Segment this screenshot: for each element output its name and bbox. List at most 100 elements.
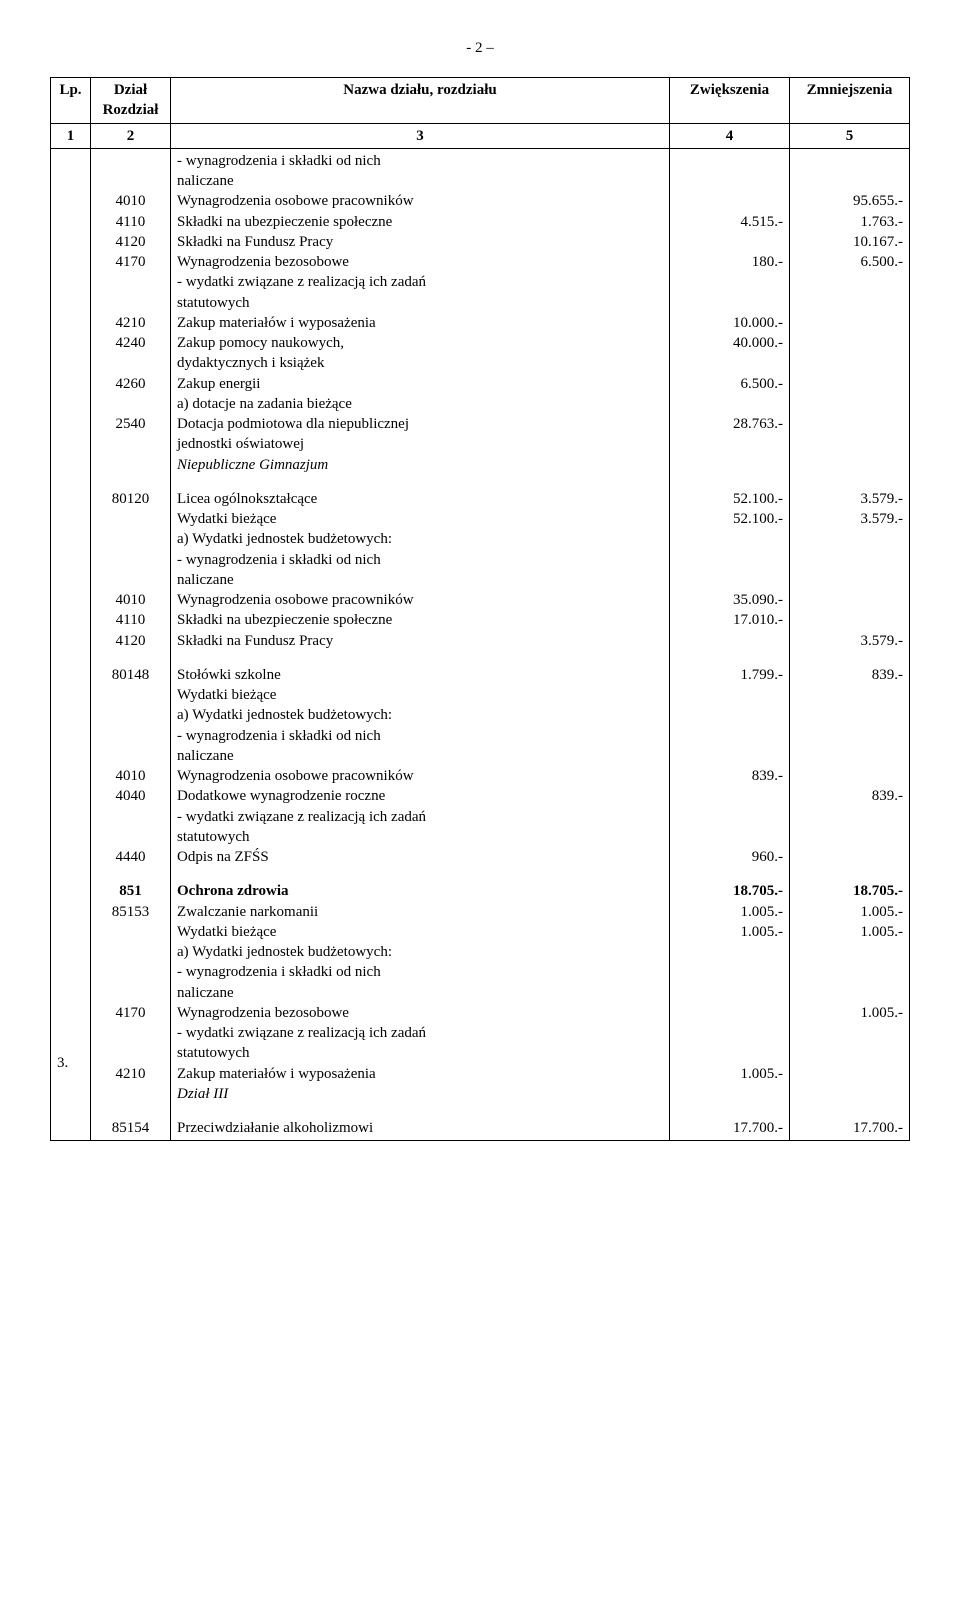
amount: 839.-	[796, 665, 903, 685]
name-line: - wynagrodzenia i składki od nich	[177, 962, 663, 982]
amount: 17.700.-	[796, 1118, 903, 1138]
hdr-dzial-l2: Rozdział	[103, 102, 159, 118]
code: 80148	[97, 665, 164, 685]
name-line: Dotacja podmiotowa dla niepublicznej	[177, 414, 663, 434]
code: 85153	[97, 902, 164, 922]
name-line: Składki na ubezpieczenie społeczne	[177, 212, 663, 232]
code: 4010	[97, 766, 164, 786]
name-line: Składki na ubezpieczenie społeczne	[177, 610, 663, 630]
section-name: Przeciwdziałanie alkoholizmowi	[177, 1118, 663, 1138]
amount: 17.010.-	[676, 610, 783, 630]
name-line: Odpis na ZFŚS	[177, 847, 663, 867]
name-line: Wynagrodzenia osobowe pracowników	[177, 766, 663, 786]
amount: 839.-	[796, 786, 903, 806]
amount: 1.763.-	[796, 212, 903, 232]
name-line: - wynagrodzenia i składki od nich	[177, 151, 663, 171]
amount: 1.005.-	[676, 902, 783, 922]
amount: 52.100.-	[676, 489, 783, 509]
amount: 6.500.-	[676, 374, 783, 394]
amount: 4.515.-	[676, 212, 783, 232]
hdr-nazwa: Nazwa działu, rozdziału	[171, 78, 670, 124]
name-line: Wydatki bieżące	[177, 509, 663, 529]
amount: 35.090.-	[676, 590, 783, 610]
cell-zmniej: 95.655.- 1.763.- 10.167.- 6.500.- 3.579.…	[790, 148, 910, 1141]
name-line: Zakup pomocy naukowych,	[177, 333, 663, 353]
amount: 95.655.-	[796, 191, 903, 211]
name-line-italic: Niepubliczne Gimnazjum	[177, 455, 663, 475]
amount: 1.005.-	[796, 1003, 903, 1023]
code: 4110	[97, 610, 164, 630]
code: 4170	[97, 1003, 164, 1023]
name-line: naliczane	[177, 983, 663, 1003]
name-line: naliczane	[177, 171, 663, 191]
name-line: Zakup materiałów i wyposażenia	[177, 1064, 663, 1084]
code: 4010	[97, 590, 164, 610]
hdr-zwiek: Zwiększenia	[670, 78, 790, 124]
name-line: statutowych	[177, 1043, 663, 1063]
name-line: naliczane	[177, 746, 663, 766]
name-line: - wydatki związane z realizacją ich zada…	[177, 1023, 663, 1043]
amount: 180.-	[676, 252, 783, 272]
code: 80120	[97, 489, 164, 509]
name-line: statutowych	[177, 293, 663, 313]
name-line: statutowych	[177, 827, 663, 847]
coln-4: 4	[670, 123, 790, 148]
name-line: Wynagrodzenia osobowe pracowników	[177, 590, 663, 610]
amount: 1.799.-	[676, 665, 783, 685]
code: 4110	[97, 212, 164, 232]
name-line: - wynagrodzenia i składki od nich	[177, 726, 663, 746]
coln-1: 1	[51, 123, 91, 148]
name-line: a) dotacje na zadania bieżące	[177, 394, 663, 414]
name-line: - wydatki związane z realizacją ich zada…	[177, 807, 663, 827]
amount-main: 18.705.-	[796, 881, 903, 901]
code: 4010	[97, 191, 164, 211]
amount: 10.167.-	[796, 232, 903, 252]
name-line: Zakup materiałów i wyposażenia	[177, 313, 663, 333]
cell-zwiek: 4.515.- 180.- 10.000.- 40.000.- 6.500.- …	[670, 148, 790, 1141]
code: 4210	[97, 1064, 164, 1084]
code: 2540	[97, 414, 164, 434]
hdr-dzial: Dział Rozdział	[91, 78, 171, 124]
section-name: Zwalczanie narkomanii	[177, 902, 663, 922]
code: 4040	[97, 786, 164, 806]
name-line: a) Wydatki jednostek budżetowych:	[177, 529, 663, 549]
main-section-name: Ochrona zdrowia	[177, 881, 663, 901]
name-line: Wydatki bieżące	[177, 922, 663, 942]
amount: 6.500.-	[796, 252, 903, 272]
cell-lp: 3.	[51, 148, 91, 1141]
amount: 17.700.-	[676, 1118, 783, 1138]
amount: 839.-	[676, 766, 783, 786]
amount: 3.579.-	[796, 489, 903, 509]
name-line: Wynagrodzenia osobowe pracowników	[177, 191, 663, 211]
name-line: Wydatki bieżące	[177, 685, 663, 705]
amount: 3.579.-	[796, 631, 903, 651]
section-name: Licea ogólnokształcące	[177, 489, 663, 509]
coln-5: 5	[790, 123, 910, 148]
code: 4210	[97, 313, 164, 333]
amount: 1.005.-	[676, 1064, 783, 1084]
name-line: dydaktycznych i książek	[177, 353, 663, 373]
hdr-lp: Lp.	[51, 78, 91, 124]
page-number: - 2 –	[50, 40, 910, 57]
name-line-italic: Dział III	[177, 1084, 663, 1104]
name-line: jednostki oświatowej	[177, 434, 663, 454]
amount: 1.005.-	[796, 902, 903, 922]
hdr-dzial-l1: Dział	[114, 82, 147, 98]
amount: 40.000.-	[676, 333, 783, 353]
hdr-zmniej: Zmniejszenia	[790, 78, 910, 124]
coln-3: 3	[171, 123, 670, 148]
name-line: - wynagrodzenia i składki od nich	[177, 550, 663, 570]
amount: 3.579.-	[796, 509, 903, 529]
code-main: 851	[97, 881, 164, 901]
amount: 1.005.-	[796, 922, 903, 942]
cell-codes: 4010 4110 4120 4170 4210 4240 4260 2540 …	[91, 148, 171, 1141]
name-line: naliczane	[177, 570, 663, 590]
code: 4120	[97, 631, 164, 651]
amount-main: 18.705.-	[676, 881, 783, 901]
code: 4260	[97, 374, 164, 394]
name-line: Składki na Fundusz Pracy	[177, 232, 663, 252]
budget-table: Lp. Dział Rozdział Nazwa działu, rozdzia…	[50, 77, 910, 1141]
name-line: Wynagrodzenia bezosobowe	[177, 1003, 663, 1023]
name-line: Zakup energii	[177, 374, 663, 394]
code: 4440	[97, 847, 164, 867]
